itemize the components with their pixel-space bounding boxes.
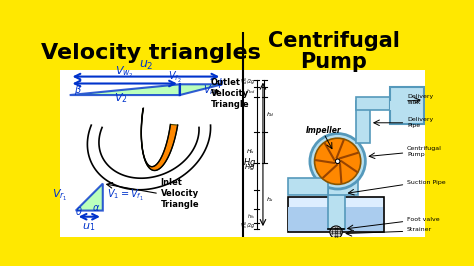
Text: $H_s$: $H_s$ <box>246 147 255 156</box>
Text: Centrifugal
Pump: Centrifugal Pump <box>268 31 400 72</box>
Text: Delivery
Pipe: Delivery Pipe <box>407 117 433 128</box>
Text: $h_s$: $h_s$ <box>266 195 274 204</box>
Circle shape <box>330 226 342 238</box>
FancyBboxPatch shape <box>328 178 358 195</box>
FancyBboxPatch shape <box>288 197 384 232</box>
Text: Inlet
Velocity
Triangle: Inlet Velocity Triangle <box>161 178 199 209</box>
FancyBboxPatch shape <box>288 207 383 231</box>
Text: $Hg$: $Hg$ <box>244 162 255 172</box>
Circle shape <box>335 159 340 164</box>
Text: Impeller: Impeller <box>306 126 342 135</box>
Text: $V_{r_2}$: $V_{r_2}$ <box>203 84 217 99</box>
Text: $\beta$: $\beta$ <box>74 83 82 97</box>
Circle shape <box>315 138 361 184</box>
Text: $\alpha$: $\alpha$ <box>92 203 101 213</box>
Text: $V_{r_1}$: $V_{r_1}$ <box>53 188 68 203</box>
Polygon shape <box>180 84 222 95</box>
Text: $u_2$: $u_2$ <box>138 59 153 72</box>
Circle shape <box>310 134 365 189</box>
FancyBboxPatch shape <box>61 32 425 70</box>
Text: $h_{vd}$: $h_{vd}$ <box>246 87 255 96</box>
Polygon shape <box>76 184 103 211</box>
Text: $V_d^2/2g$: $V_d^2/2g$ <box>240 77 255 87</box>
Text: Velocity triangles: Velocity triangles <box>41 43 261 63</box>
FancyBboxPatch shape <box>390 101 404 110</box>
FancyBboxPatch shape <box>328 186 345 229</box>
Text: $h_{fs}$: $h_{fs}$ <box>247 212 255 221</box>
Text: $V_{w_2}$: $V_{w_2}$ <box>115 65 134 80</box>
Polygon shape <box>70 84 180 95</box>
Text: $Hg$: $Hg$ <box>243 156 256 169</box>
Text: $\phi$: $\phi$ <box>216 76 224 90</box>
Polygon shape <box>141 108 178 171</box>
Text: $\theta$: $\theta$ <box>75 205 83 217</box>
Text: $V_s^2/2g$: $V_s^2/2g$ <box>240 221 255 231</box>
Text: Strainer: Strainer <box>407 227 432 232</box>
Text: $u_1$: $u_1$ <box>82 221 96 233</box>
Text: $h_d$: $h_d$ <box>266 110 275 119</box>
Text: $V_2$: $V_2$ <box>114 91 128 105</box>
Text: Outlet
Velocity
Triangle: Outlet Velocity Triangle <box>210 78 249 109</box>
FancyBboxPatch shape <box>356 97 414 110</box>
FancyBboxPatch shape <box>61 70 243 237</box>
Text: Suction Pipe: Suction Pipe <box>407 180 446 185</box>
FancyBboxPatch shape <box>356 101 370 143</box>
FancyBboxPatch shape <box>288 178 328 195</box>
Text: Centrifugal
Pump: Centrifugal Pump <box>407 146 442 157</box>
Text: $V_1 = V_{f_1}$: $V_1 = V_{f_1}$ <box>107 188 144 203</box>
FancyBboxPatch shape <box>243 70 425 237</box>
Text: Delivery
Tank: Delivery Tank <box>407 94 433 105</box>
Text: $V_{f_2}$: $V_{f_2}$ <box>168 70 181 85</box>
FancyBboxPatch shape <box>390 87 424 124</box>
Text: Foot valve: Foot valve <box>407 217 439 222</box>
